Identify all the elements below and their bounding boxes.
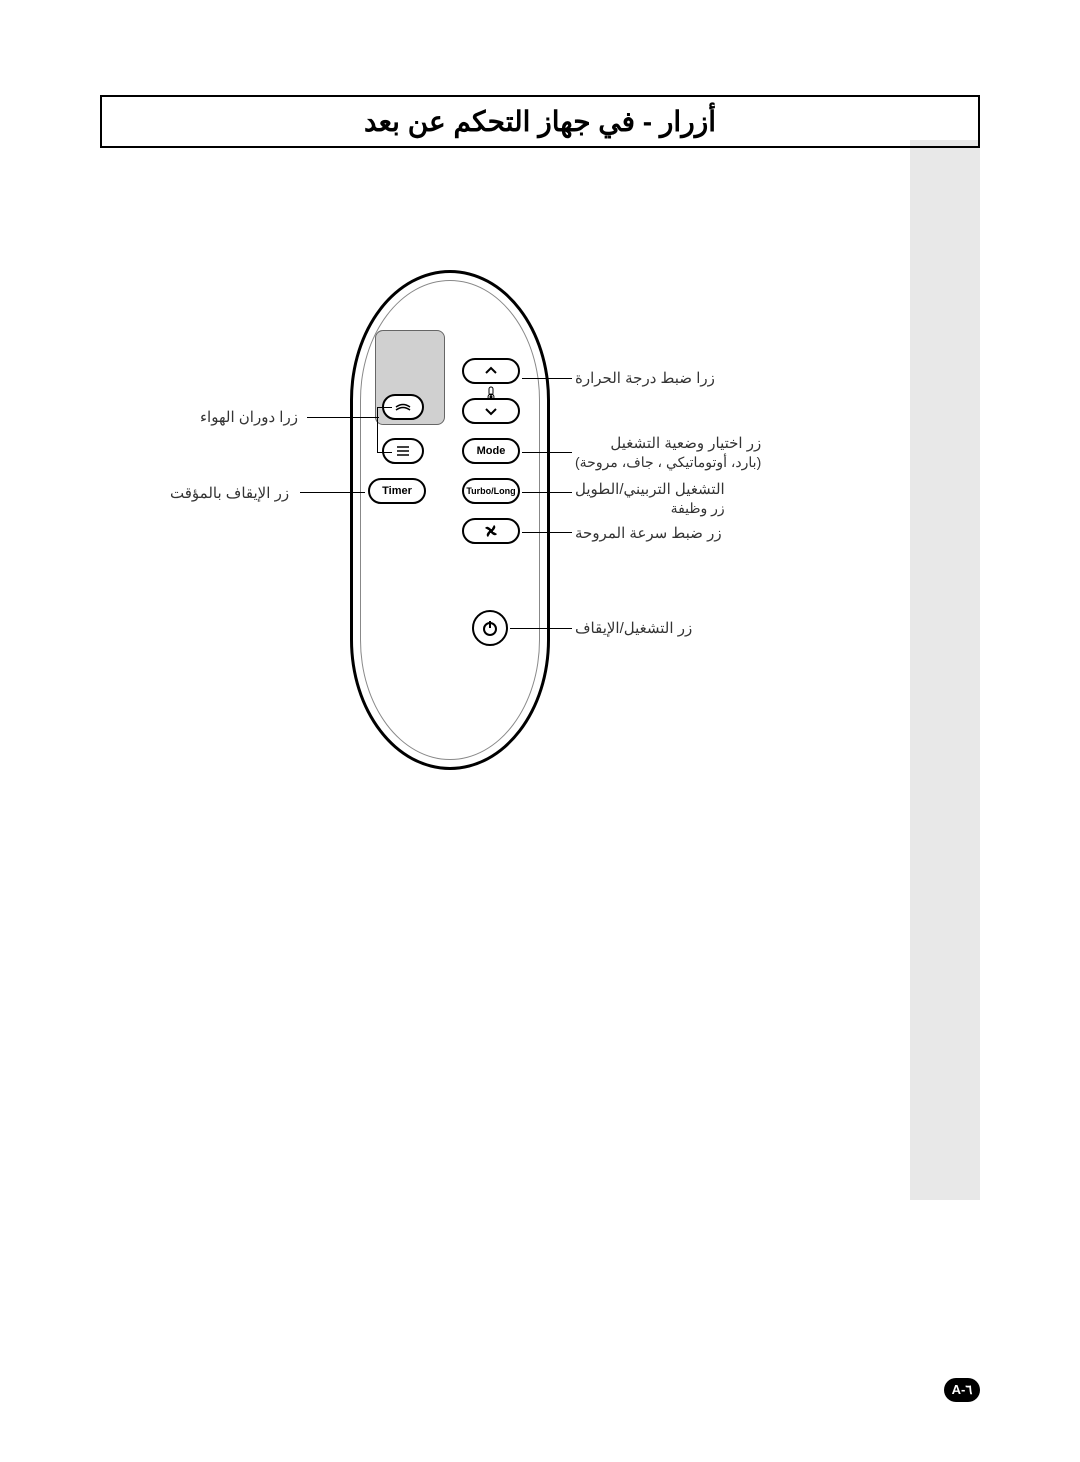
chevron-down-icon (484, 404, 498, 418)
turbo-long-button[interactable]: Turbo/Long (462, 478, 520, 504)
air-swing-label: زرا دوران الهواء (200, 408, 298, 426)
swing-icon (393, 400, 413, 414)
mode-line (522, 452, 572, 453)
temp-up-button[interactable] (462, 358, 520, 384)
temp-down-button[interactable] (462, 398, 520, 424)
fan-speed-button[interactable] (462, 518, 520, 544)
swing-line-h2 (377, 452, 392, 453)
temp-label: زرا ضبط درجة الحرارة (575, 369, 715, 387)
timer-button-label: Timer (382, 485, 412, 497)
power-icon (481, 619, 499, 637)
timer-label: زر الإيقاف بالمؤقت (170, 484, 289, 502)
power-line (510, 628, 572, 629)
page-title: أزرار - في جهاز التحكم عن بعد (364, 106, 716, 137)
swing-line-h1 (377, 407, 392, 408)
title-box: أزرار - في جهاز التحكم عن بعد (100, 95, 980, 148)
mode-label: زر اختيار وضعية التشغيل (بارد، أوتوماتيك… (575, 434, 761, 471)
fan-speed-label: زر ضبط سرعة المروحة (575, 524, 722, 542)
page-sidebar (910, 140, 980, 1200)
mode-button[interactable]: Mode (462, 438, 520, 464)
power-button[interactable] (472, 610, 508, 646)
fan-line (522, 532, 572, 533)
page-number-badge: A-٦ (944, 1378, 980, 1402)
swing-line (307, 417, 379, 418)
fan-icon (482, 522, 500, 540)
power-label: زر التشغيل/الإيقاف (575, 619, 692, 637)
turbo-line (522, 492, 572, 493)
remote-diagram: Mode Turbo/Long Timer (350, 270, 550, 770)
mode-label-main: زر اختيار وضعية التشغيل (575, 434, 761, 452)
chevron-up-icon (484, 364, 498, 378)
air-direction-button[interactable] (382, 438, 424, 464)
mode-button-label: Mode (477, 445, 506, 457)
turbo-button-label: Turbo/Long (466, 486, 515, 496)
direction-icon (393, 444, 413, 458)
timer-line (300, 492, 365, 493)
turbo-label-main: التشغيل التربيني/الطويل (575, 480, 725, 498)
mode-label-sub: (بارد، أوتوماتيكي ، جاف، مروحة) (575, 454, 761, 471)
timer-button[interactable]: Timer (368, 478, 426, 504)
turbo-label: التشغيل التربيني/الطويل زر وظيفة (575, 480, 725, 517)
page-number: A-٦ (952, 1382, 973, 1398)
swing-line-v (377, 407, 378, 452)
temp-line (522, 378, 572, 379)
turbo-label-sub: زر وظيفة (575, 500, 725, 517)
